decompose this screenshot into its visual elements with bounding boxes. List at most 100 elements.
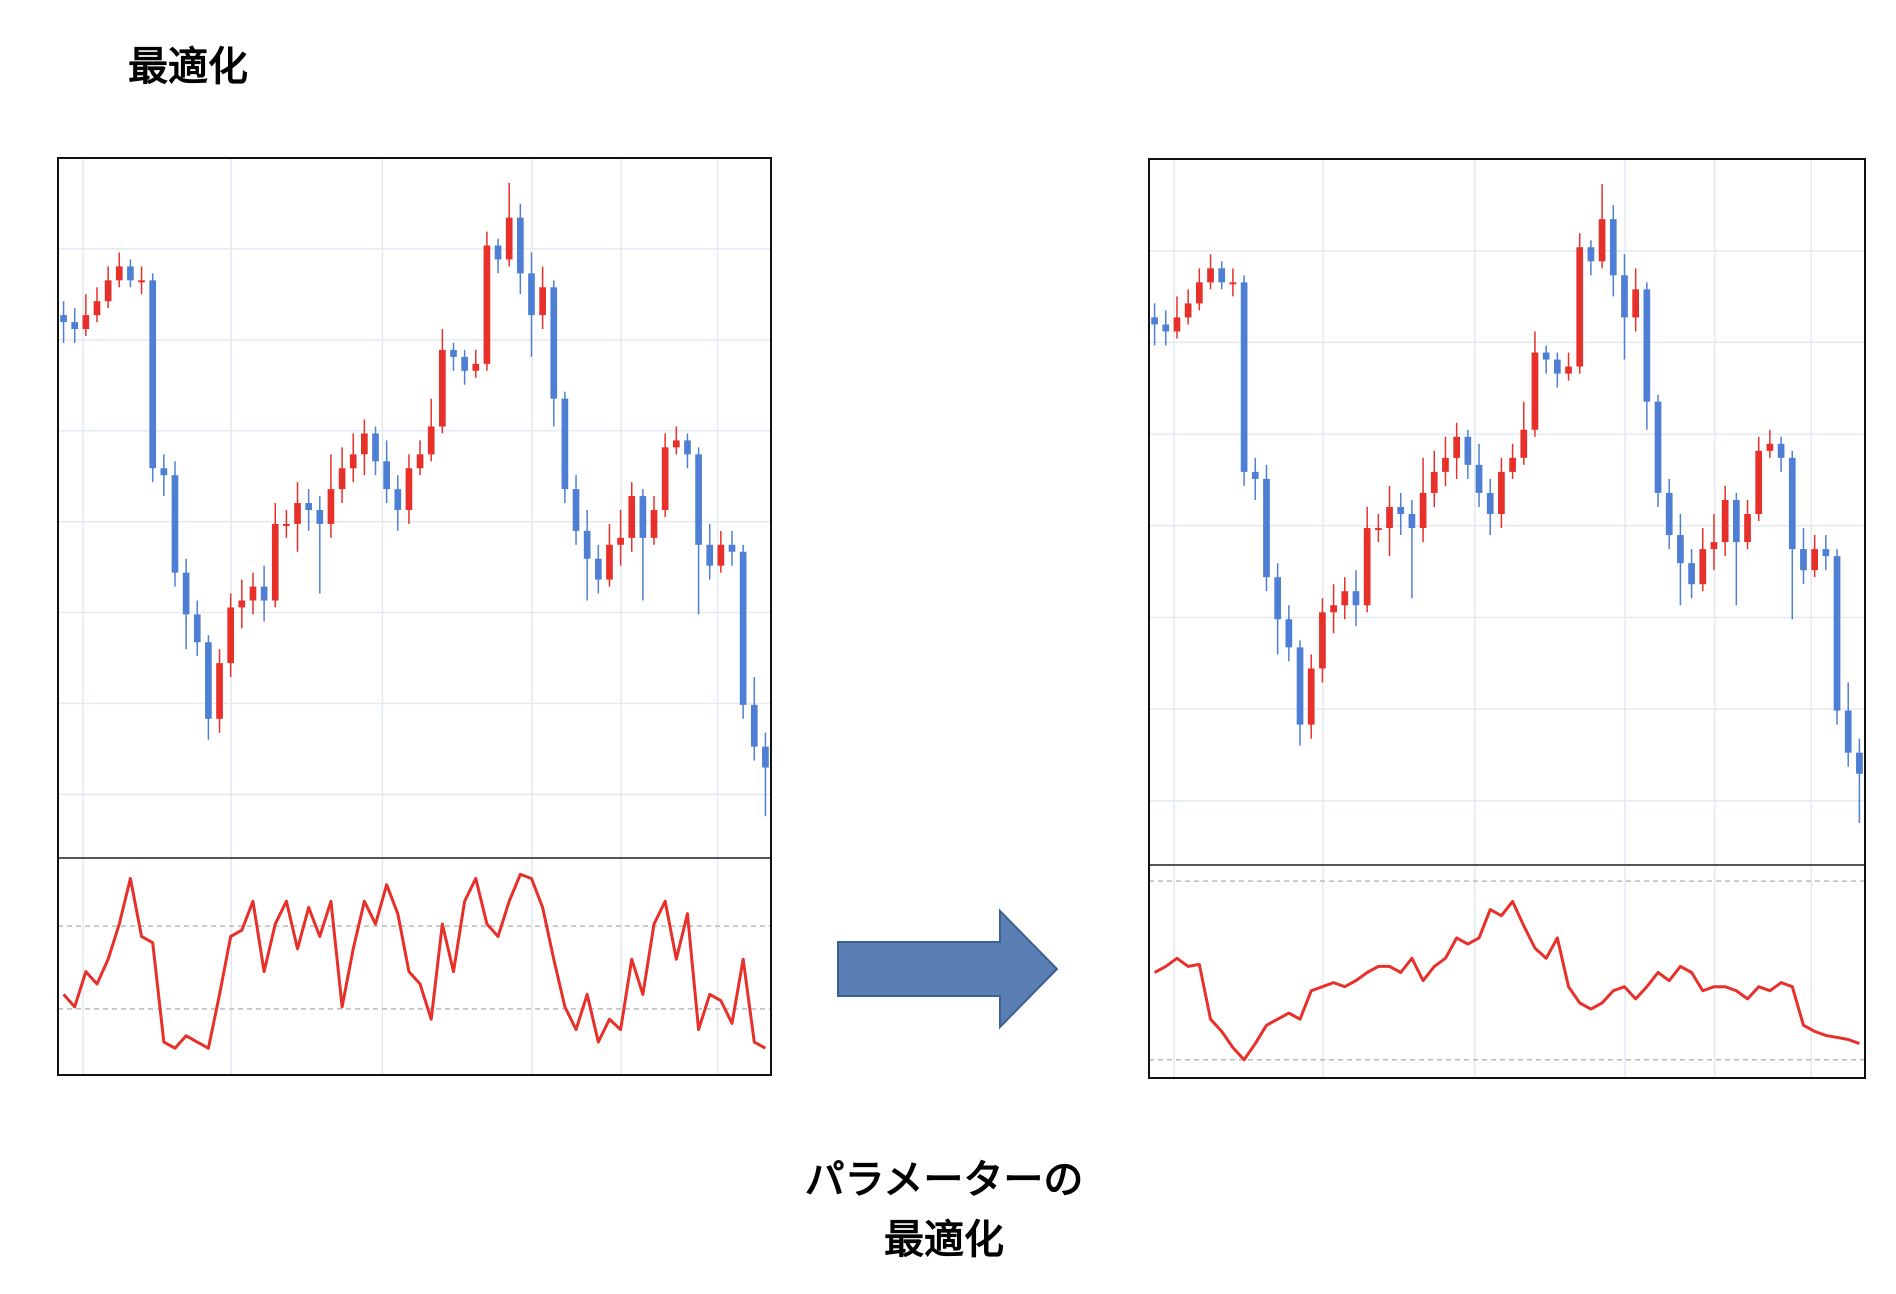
candle-body [1822,549,1830,557]
candle-body [1453,436,1461,458]
indicator-line [62,872,767,1050]
caption-line: 最適化 [884,1217,1004,1263]
heading: 最適化 [128,44,248,90]
candle-body [606,544,613,580]
candle-body [271,523,279,601]
candle-body [1486,492,1494,514]
candle-body [127,266,134,281]
candle-body [1721,499,1729,543]
candle-body [1341,591,1349,606]
candle-body [1442,457,1449,472]
candle-body [160,468,168,476]
candle-body [238,600,246,608]
candle-body [1565,366,1572,374]
candle-body [115,266,123,281]
candle-body [1800,549,1807,571]
candle-body [650,510,658,538]
candle-body [227,607,235,664]
candle-body [1475,464,1483,493]
candle-body [138,280,145,283]
candle-body [1856,752,1863,774]
candle-body [171,475,179,573]
candle-body [1285,619,1293,648]
candle-body [1464,436,1472,465]
candle-body [1587,247,1595,262]
candle-body [60,315,67,323]
candle-body [1777,443,1785,458]
candle-body [249,586,257,601]
candle-body [427,426,435,455]
candle-body [1151,317,1158,325]
candle-body [1509,457,1516,472]
candle-body [1195,282,1203,304]
candle-body [1576,247,1584,367]
candle-body [1408,514,1416,529]
candle-body [1430,471,1438,493]
candle-body [260,586,268,601]
candle-body [193,614,201,643]
chart-background [1149,159,1865,1078]
candle-body [1263,478,1270,578]
candle-body [1788,457,1796,550]
candle-body [572,489,580,531]
candle-body [294,503,301,524]
candle-body [672,440,680,448]
candle-body [561,398,569,490]
candle-body [1755,450,1763,514]
candle-body [1732,499,1740,543]
caption-line: パラメーターの [805,1157,1084,1203]
candle-body [1531,352,1539,430]
candle-body [338,468,346,490]
candle-body [1833,556,1841,711]
candle-body [1811,549,1819,571]
candle-body [149,280,157,469]
candle-body [394,489,402,510]
candle-body [1274,577,1282,620]
candle-body [450,349,457,357]
candle-body [205,642,212,719]
chart-border [1148,158,1866,1079]
candle-body [1386,506,1393,529]
candle-body [1296,647,1304,725]
candle-body [1397,506,1405,514]
candle-body [684,440,691,455]
candle-body [717,544,725,566]
candle-body [1844,710,1852,753]
candle-body [594,558,602,580]
candle-body [361,433,368,455]
candle-body [762,746,769,768]
candle-body [1665,492,1673,536]
candle-body [1352,591,1360,606]
candle-body [1218,268,1226,283]
candle-body [695,454,702,545]
candle-body [539,287,546,316]
candle-body [1319,612,1326,669]
candle-body [483,245,491,364]
candle-body [494,245,502,260]
candle-body [439,349,446,427]
candle-body [628,496,636,538]
candle-body [505,217,513,260]
candle-body [728,544,736,552]
candle-body [1598,219,1606,262]
candle-body [1498,471,1505,514]
candle-body [93,301,101,316]
candle-body [327,489,335,524]
candle-body [472,363,480,371]
candle-body [1162,324,1170,332]
arrow [837,908,1059,1030]
candle-body [216,663,223,719]
candle-body [416,454,424,469]
candle-body [383,461,390,490]
indicator-line [1153,899,1860,1062]
candle-body [750,704,758,747]
candle-body [1710,542,1718,550]
candle-body [1419,492,1427,529]
candle-body [528,273,535,316]
candle-body [1542,352,1550,360]
candle-body [1699,549,1707,585]
candle-body [1330,605,1337,613]
candle-body [1553,359,1561,374]
candle-body [305,503,313,510]
